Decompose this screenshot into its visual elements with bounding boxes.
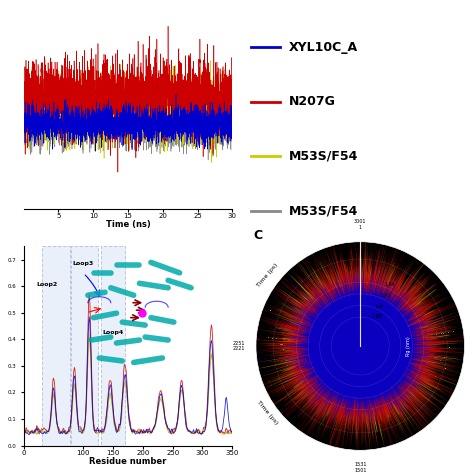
Text: C: C: [254, 229, 263, 242]
Bar: [72, 246, 98, 446]
Text: Rg (nm): Rg (nm): [406, 336, 410, 356]
Text: Loop3: Loop3: [73, 261, 94, 266]
Text: N207G: N207G: [289, 95, 336, 109]
Text: XYL10C_A: XYL10C_A: [289, 41, 358, 54]
Text: Loop2: Loop2: [37, 283, 58, 287]
Bar: [101, 246, 125, 446]
X-axis label: Residue number: Residue number: [89, 457, 167, 466]
Text: M53S/F54: M53S/F54: [289, 204, 358, 218]
X-axis label: Time (ns): Time (ns): [106, 220, 150, 229]
Text: Time (ps): Time (ps): [256, 400, 279, 425]
Text: M53S/F54: M53S/F54: [289, 150, 358, 163]
Bar: [42, 246, 70, 446]
Text: Time (ps): Time (ps): [256, 262, 279, 288]
Text: Loop4: Loop4: [102, 330, 124, 335]
